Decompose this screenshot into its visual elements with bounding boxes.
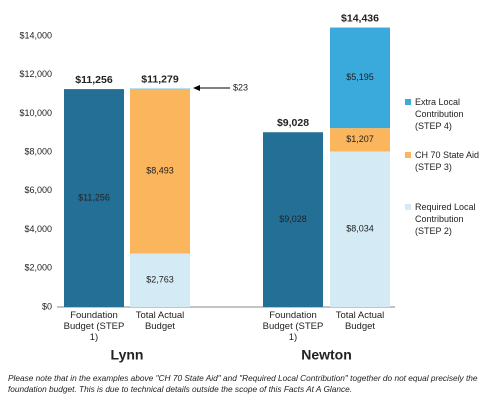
value-label: $8,493 [146, 166, 174, 176]
y-tick-label: $6,000 [24, 185, 52, 195]
y-tick-label: $0 [42, 301, 52, 311]
bar-segment [330, 128, 390, 152]
bar-segment [130, 253, 190, 307]
value-label: $11,256 [78, 192, 110, 202]
legend-label: Required Local Contribution (STEP 2) [415, 202, 476, 236]
value-label: $9,028 [279, 214, 307, 224]
value-label: $1,207 [346, 134, 374, 144]
footnote: Please note that in the examples above "… [8, 373, 478, 394]
total-label: $9,028 [277, 117, 309, 129]
x-tick-label: Total Actual Budget [335, 310, 385, 332]
bar-segment [330, 27, 390, 129]
legend-label: CH 70 State Aid (STEP 3) [415, 150, 480, 172]
group-label: Lynn [111, 347, 144, 363]
legend-swatch [405, 152, 411, 158]
bar-segment [263, 132, 323, 307]
x-tick-label: Foundation Budget (STEP 1) [262, 310, 324, 343]
total-label: $11,279 [141, 73, 179, 85]
value-label: $2,763 [146, 275, 174, 285]
value-label: $8,034 [346, 224, 374, 234]
legend-swatch [405, 204, 411, 210]
y-tick-label: $4,000 [24, 224, 52, 234]
bar-segment [330, 151, 390, 307]
value-label: $5,195 [346, 72, 374, 82]
group-label: Newton [301, 347, 352, 363]
x-tick-label: Foundation Budget (STEP 1) [63, 310, 125, 343]
value-label: $23 [233, 82, 248, 92]
y-tick-label: $14,000 [19, 30, 52, 40]
total-label: $14,436 [341, 12, 379, 24]
bar-segment [64, 89, 124, 307]
total-label: $11,256 [75, 74, 113, 86]
y-tick-label: $8,000 [24, 147, 52, 157]
legend-label: Extra Local Contribution (STEP 4) [415, 97, 464, 131]
bar-segment [130, 89, 190, 254]
arrow-head [193, 85, 200, 91]
x-tick-label: Total Actual Budget [135, 310, 185, 332]
y-tick-label: $10,000 [19, 108, 52, 118]
y-tick-label: $12,000 [19, 69, 52, 79]
legend-swatch [405, 99, 411, 105]
y-tick-label: $2,000 [24, 263, 52, 273]
